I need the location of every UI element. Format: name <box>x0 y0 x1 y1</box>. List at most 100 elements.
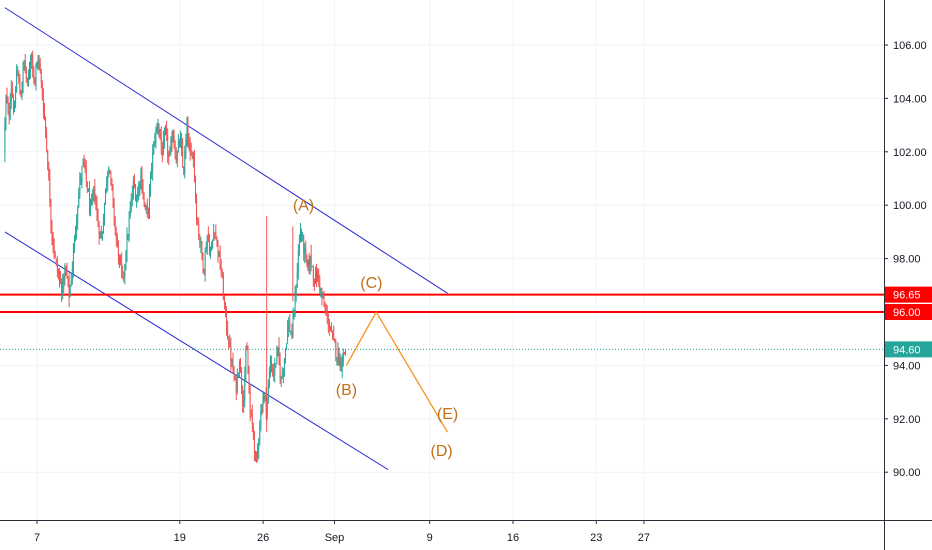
candle-body <box>315 272 316 284</box>
candle-body <box>106 184 108 188</box>
candle-body <box>117 243 119 261</box>
candle-body <box>225 304 226 311</box>
candle-body <box>242 387 244 405</box>
candle-body <box>101 231 103 240</box>
candle-body <box>201 241 203 256</box>
candle-body <box>169 151 171 156</box>
candle-body <box>312 268 314 280</box>
price-tags: 96.65 96.00 94.60 <box>885 286 932 358</box>
candle-body <box>77 207 79 223</box>
candle-body <box>319 279 321 290</box>
candle-body <box>229 342 231 345</box>
candle-body <box>185 140 187 154</box>
level-price-tag-bg <box>885 304 932 320</box>
candle-body <box>116 236 118 244</box>
candle-body <box>48 168 50 178</box>
candle-body <box>251 413 253 425</box>
candle-body <box>180 139 181 146</box>
candle-body <box>215 232 217 236</box>
candle-body <box>197 221 199 224</box>
candle-body <box>281 373 283 377</box>
candle-body <box>76 219 78 232</box>
y-tick-label: 102.00 <box>893 147 927 159</box>
candle-body <box>255 451 256 455</box>
candle-body <box>282 370 284 376</box>
candle-body <box>127 235 129 237</box>
candle-body <box>79 177 81 194</box>
candle-body <box>68 279 70 299</box>
candle-body <box>184 152 186 176</box>
candle-body <box>218 251 220 257</box>
candle-body <box>109 169 111 174</box>
candle-body <box>182 146 184 165</box>
candle-body <box>202 253 204 271</box>
candle-body <box>331 328 332 331</box>
candle-body <box>53 245 55 255</box>
candle-body <box>320 289 322 293</box>
candle-body <box>291 332 293 337</box>
candle-body <box>267 384 269 400</box>
candle-body <box>6 94 8 101</box>
candle-body <box>41 82 43 98</box>
candle-body <box>160 134 162 148</box>
candle-body <box>231 360 233 362</box>
level-price-tag: 96.00 <box>893 307 921 319</box>
y-tick-label: 90.00 <box>893 467 921 479</box>
candle-body <box>15 93 17 106</box>
candle-body <box>177 141 179 150</box>
price-axis-background <box>884 0 932 550</box>
candle-body <box>248 374 250 393</box>
projection-path <box>345 310 449 433</box>
candle-body <box>235 377 237 394</box>
candle-body <box>57 272 59 276</box>
candle-body <box>122 271 124 273</box>
candle-body <box>344 349 346 354</box>
candle-body <box>341 362 343 371</box>
y-tick-label: 100.00 <box>893 200 927 212</box>
candle-body <box>65 268 67 270</box>
candle-body <box>139 183 141 187</box>
candle-body <box>237 374 239 377</box>
candle-body <box>163 133 165 142</box>
candle-body <box>268 371 270 384</box>
candle-body <box>226 309 228 330</box>
candle-body <box>318 270 320 279</box>
candle-body <box>340 356 342 368</box>
candle-body <box>176 151 178 162</box>
candle-body <box>247 351 249 374</box>
candle-body <box>86 181 88 192</box>
candle-body <box>317 271 319 282</box>
candle-body <box>54 253 56 257</box>
candle-body <box>66 267 68 278</box>
candle-body <box>135 187 136 201</box>
candle-body <box>90 205 91 209</box>
candle-body <box>115 231 117 239</box>
candle-body <box>154 141 156 144</box>
candle-body <box>200 242 202 245</box>
candle-body <box>253 432 255 452</box>
candle-body <box>20 96 22 98</box>
candle-body <box>21 85 23 99</box>
candle-body <box>120 258 121 262</box>
candle-body <box>285 348 286 359</box>
candle-body <box>91 199 93 205</box>
candle-body <box>138 184 140 197</box>
candle-body <box>273 371 275 376</box>
candle-body <box>99 232 101 238</box>
candle-body <box>55 259 57 262</box>
candle-body <box>261 410 263 412</box>
candle-body <box>97 215 99 227</box>
candle-body <box>190 150 192 156</box>
current-price-tag-bg <box>885 341 932 358</box>
candle-body <box>141 170 143 190</box>
candle-body <box>158 129 160 131</box>
candle-body <box>131 194 133 202</box>
candle-body <box>207 233 209 241</box>
candle-body <box>203 268 205 273</box>
candle-body <box>67 276 69 282</box>
candle-body <box>245 351 247 374</box>
candle-body <box>9 100 11 117</box>
candle-body <box>293 313 295 315</box>
candle-body <box>87 191 89 192</box>
